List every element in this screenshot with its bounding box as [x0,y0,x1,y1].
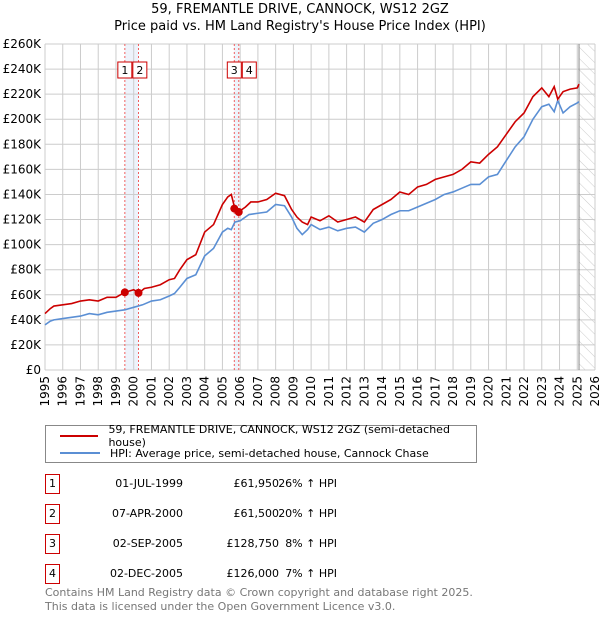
x-tick-label: 1996 [56,376,70,407]
table-row: 2 07-APR-2000 £61,500 20% ↑ HPI [45,504,445,526]
sale-label-box [132,61,148,79]
sale-point [120,288,129,297]
y-tick-label: £200K [3,112,43,126]
hpi-line [44,98,580,326]
sale-hpi-diff: 8% ↑ HPI [285,537,337,550]
x-tick-label: 2001 [144,376,158,407]
legend-property: 59, FREMANTLE DRIVE, CANNOCK, WS12 2GZ (… [108,423,450,449]
x-tick-label: 2009 [286,376,300,407]
sale-price: £126,000 [226,567,280,580]
legend-hpi: HPI: Average price, semi-detached house,… [110,446,429,460]
chart-title: 59, FREMANTLE DRIVE, CANNOCK, WS12 2GZ [151,2,449,17]
x-tick-label: 2021 [499,376,513,407]
chart-subtitle: Price paid vs. HM Land Registry's House … [114,19,486,34]
x-tick-label: 2000 [127,376,141,407]
x-tick-label: 2011 [322,376,336,407]
sale-label: 1 [121,64,128,77]
sale-price: £61,500 [233,507,280,520]
y-tick-label: £80K [10,263,42,277]
x-tick-label: 2007 [251,376,265,407]
sale-hpi-diff: 26% ↑ HPI [278,477,337,490]
sale-number: 1 [45,474,60,494]
price-chart: 1995 1996 1997 1998 1999 2000 2001 2002 2003 2004… [3,37,600,407]
sale-price: £61,950 [233,477,280,490]
y-tick-label: £180K [3,137,43,151]
sale-label: 3 [231,64,238,77]
x-tick-label: 2023 [535,376,549,407]
y-tick-label: £40K [10,313,42,327]
y-tick-label: £20K [10,338,42,352]
x-tick-label: 2018 [446,376,460,407]
sale-date: 02-DEC-2005 [109,567,183,580]
sale-label: 4 [246,64,253,77]
sale-label-box [117,61,133,79]
footer: Contains HM Land Registry data © Crown c… [45,586,473,614]
sale-number: 3 [45,534,60,554]
sale-period-shade [124,44,139,370]
x-tick-label: 2012 [340,376,354,407]
sale-price: £128,750 [226,537,280,550]
sale-date: 07-APR-2000 [111,507,183,520]
x-tick-label: 1998 [91,376,105,407]
sale-point [134,288,143,297]
x-tick-label: 2014 [375,376,389,407]
y-tick-label: £240K [3,62,43,76]
x-tick-label: 1999 [109,376,123,407]
x-tick-label: 2020 [482,376,496,407]
legend-blue-line-swatch [60,452,100,454]
forecast-hatch [579,44,595,370]
sale-date: 01-JUL-1999 [115,477,183,490]
legend-red-line-swatch [60,435,99,437]
sale-label-box [226,61,242,79]
x-tick-label: 2024 [553,376,567,407]
y-tick-label: £160K [3,162,43,176]
x-tick-label: 2019 [464,376,478,407]
table-row: 1 01-JUL-1999 £61,950 26% ↑ HPI [45,474,445,496]
x-tick-label: 2016 [411,376,425,407]
x-tick-label: 2022 [517,376,531,407]
footer-line-2: This data is licensed under the Open Gov… [45,600,396,613]
y-tick-label: £0 [26,363,41,377]
x-tick-label: 2017 [428,376,442,407]
sale-label: 2 [136,64,143,77]
y-tick-label: £100K [3,238,43,252]
sale-number: 2 [45,504,60,524]
y-tick-label: £120K [3,213,43,227]
y-tick-label: £220K [3,87,43,101]
y-tick-label: £260K [3,37,43,51]
x-tick-label: 2026 [588,376,600,407]
legend: 59, FREMANTLE DRIVE, CANNOCK, WS12 2GZ (… [45,423,477,463]
x-tick-label: 1995 [38,376,52,407]
x-tick-label: 2015 [393,376,407,407]
x-tick-label: 2003 [180,376,194,407]
x-tick-label: 2013 [357,376,371,407]
x-tick-label: 2002 [162,376,176,407]
table-row: 3 02-SEP-2005 £128,750 8% ↑ HPI [45,534,445,556]
x-tick-label: 2006 [233,376,247,407]
x-tick-label: 2004 [198,376,212,407]
x-tick-label: 2025 [570,376,584,407]
sale-label-box [241,61,257,79]
x-tick-label: 2005 [215,376,229,407]
sale-hpi-diff: 20% ↑ HPI [278,507,337,520]
y-tick-label: £60K [10,288,42,302]
x-tick-label: 1997 [73,376,87,407]
sale-point [234,208,243,217]
sale-number: 4 [45,564,60,584]
sale-hpi-diff: 7% ↑ HPI [285,567,337,580]
table-row: 4 02-DEC-2005 £126,000 7% ↑ HPI [45,564,445,586]
y-tick-label: £140K [3,187,43,201]
x-tick-label: 2008 [269,376,283,407]
x-tick-label: 2010 [304,376,318,407]
sale-date: 02-SEP-2005 [112,537,183,550]
footer-line-1: Contains HM Land Registry data © Crown c… [45,586,473,599]
